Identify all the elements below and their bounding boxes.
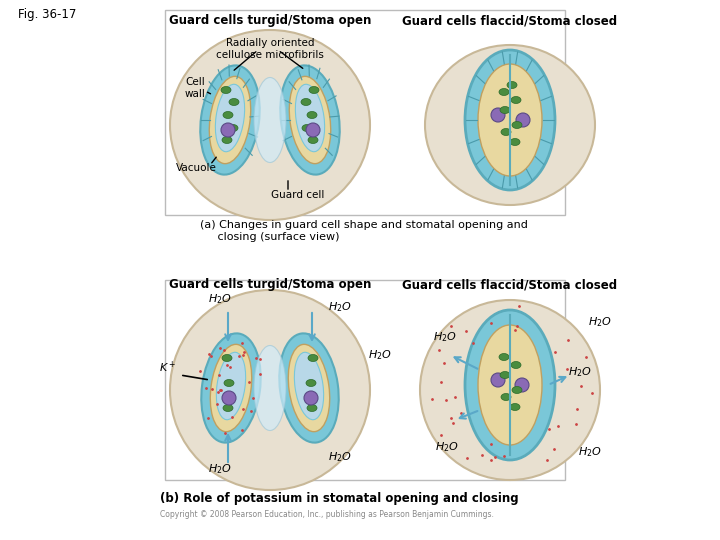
- Ellipse shape: [302, 125, 312, 132]
- Text: $H_2O$: $H_2O$: [568, 365, 592, 379]
- Ellipse shape: [170, 290, 370, 490]
- Ellipse shape: [288, 345, 330, 431]
- Ellipse shape: [478, 64, 542, 176]
- Ellipse shape: [425, 45, 595, 205]
- Text: Guard cells flaccid/Stoma closed: Guard cells flaccid/Stoma closed: [402, 278, 618, 291]
- Ellipse shape: [307, 111, 317, 118]
- Text: Fig. 36-17: Fig. 36-17: [18, 8, 76, 21]
- Ellipse shape: [228, 125, 238, 132]
- Ellipse shape: [499, 89, 509, 96]
- Text: Guard cells flaccid/Stoma closed: Guard cells flaccid/Stoma closed: [402, 14, 618, 27]
- Ellipse shape: [222, 137, 232, 144]
- Ellipse shape: [510, 138, 520, 145]
- Ellipse shape: [280, 65, 340, 174]
- Ellipse shape: [210, 345, 252, 431]
- Ellipse shape: [294, 352, 324, 420]
- Ellipse shape: [170, 30, 370, 220]
- Circle shape: [304, 391, 318, 405]
- Ellipse shape: [301, 98, 311, 105]
- Ellipse shape: [499, 354, 509, 361]
- Ellipse shape: [308, 354, 318, 361]
- Circle shape: [306, 123, 320, 137]
- Ellipse shape: [279, 333, 338, 443]
- Ellipse shape: [215, 84, 245, 152]
- Ellipse shape: [465, 310, 555, 460]
- Ellipse shape: [223, 404, 233, 411]
- Text: Copyright © 2008 Pearson Education, Inc., publishing as Pearson Benjamin Cumming: Copyright © 2008 Pearson Education, Inc.…: [160, 510, 494, 519]
- Text: $H_2O$: $H_2O$: [588, 315, 612, 329]
- Circle shape: [221, 123, 235, 137]
- Ellipse shape: [200, 65, 260, 174]
- Text: $H_2O$: $H_2O$: [328, 450, 352, 464]
- Ellipse shape: [420, 300, 600, 480]
- Ellipse shape: [512, 122, 522, 129]
- Ellipse shape: [202, 333, 261, 443]
- Text: Vacuole: Vacuole: [176, 163, 217, 173]
- Ellipse shape: [254, 78, 286, 163]
- Text: $H_2O$: $H_2O$: [328, 300, 352, 314]
- Ellipse shape: [511, 361, 521, 368]
- Text: Guard cells turgid/Stoma open: Guard cells turgid/Stoma open: [168, 278, 372, 291]
- Text: (a) Changes in guard cell shape and stomatal opening and
     closing (surface v: (a) Changes in guard cell shape and stom…: [200, 220, 528, 241]
- Circle shape: [222, 391, 236, 405]
- Circle shape: [491, 373, 505, 387]
- Text: $H_2O$: $H_2O$: [368, 348, 392, 362]
- Ellipse shape: [465, 50, 555, 190]
- Ellipse shape: [254, 346, 286, 430]
- Ellipse shape: [511, 97, 521, 104]
- Text: $H_2O$: $H_2O$: [433, 330, 457, 344]
- Ellipse shape: [501, 394, 511, 401]
- Text: Guard cells turgid/Stoma open: Guard cells turgid/Stoma open: [168, 14, 372, 27]
- Ellipse shape: [309, 86, 319, 93]
- Ellipse shape: [510, 403, 520, 410]
- Ellipse shape: [216, 352, 246, 420]
- Text: $H_2O$: $H_2O$: [208, 462, 232, 476]
- Text: $H_2O$: $H_2O$: [578, 445, 602, 459]
- Text: (b) Role of potassium in stomatal opening and closing: (b) Role of potassium in stomatal openin…: [160, 492, 518, 505]
- Ellipse shape: [289, 76, 330, 164]
- Ellipse shape: [512, 387, 522, 394]
- Circle shape: [515, 378, 529, 392]
- Ellipse shape: [222, 354, 232, 361]
- Circle shape: [516, 113, 530, 127]
- Text: Cell
wall: Cell wall: [184, 77, 205, 99]
- Ellipse shape: [224, 380, 234, 387]
- Ellipse shape: [500, 372, 510, 379]
- Ellipse shape: [500, 106, 510, 113]
- Ellipse shape: [223, 111, 233, 118]
- Text: $H_2O$: $H_2O$: [208, 292, 232, 306]
- Ellipse shape: [507, 82, 517, 89]
- Text: $H_2O$: $H_2O$: [435, 440, 459, 454]
- Ellipse shape: [501, 129, 511, 136]
- Ellipse shape: [307, 404, 317, 411]
- Ellipse shape: [478, 325, 542, 445]
- Ellipse shape: [221, 86, 231, 93]
- Text: Radially oriented
cellulose microfibrils: Radially oriented cellulose microfibrils: [216, 38, 324, 59]
- Ellipse shape: [229, 98, 239, 105]
- Ellipse shape: [306, 380, 316, 387]
- Ellipse shape: [308, 137, 318, 144]
- Text: Guard cell: Guard cell: [271, 190, 325, 200]
- Ellipse shape: [210, 76, 251, 164]
- Text: $K^+$: $K^+$: [159, 360, 176, 375]
- Circle shape: [491, 108, 505, 122]
- Ellipse shape: [295, 84, 325, 152]
